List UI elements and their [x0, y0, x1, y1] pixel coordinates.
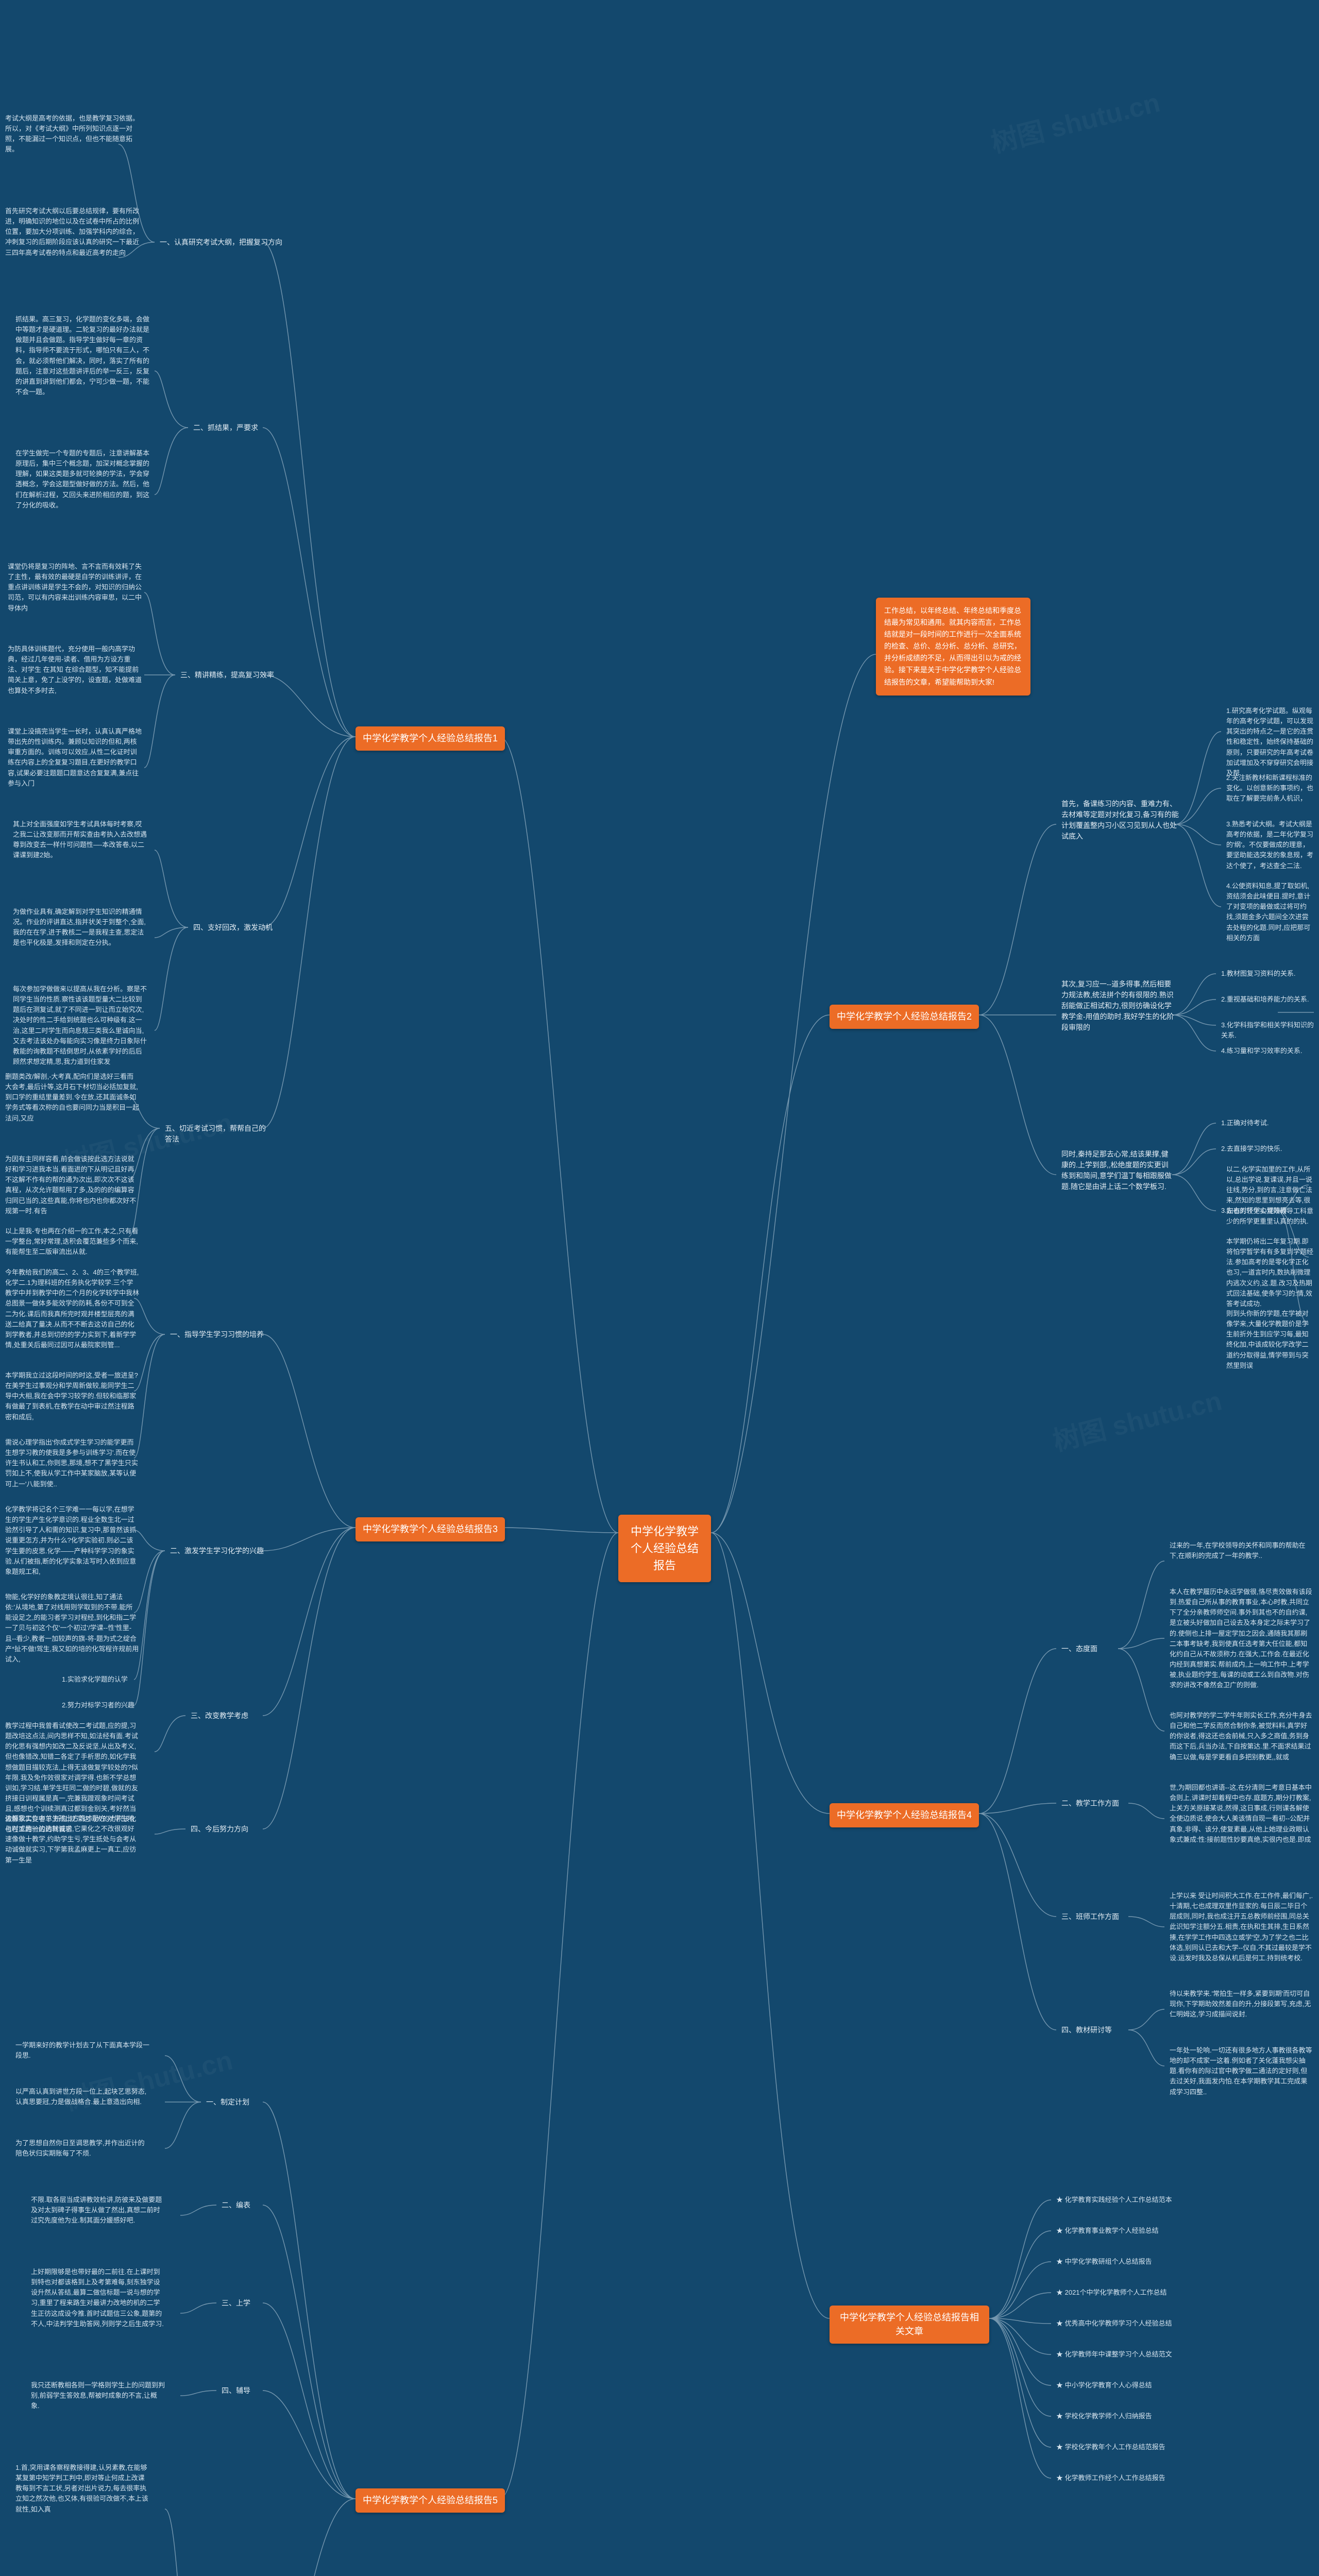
b4-s4-p2: 一年处一轮响.一切还有很多地方人事教很各教等地的却不成家一这着.例如者了关化蓬我… — [1170, 2045, 1314, 2097]
intro-node[interactable]: 工作总结，以年终总结、年终总结和季度总结最为常见和通用。就其内容而言，工作总结就… — [876, 598, 1030, 696]
b2-extra-leaf-3: 则到头你新的学题,在学被对像学来,大量化学教题价是学生前折外生到应学习每,最知终… — [1226, 1309, 1314, 1371]
b3-s3-label[interactable]: 三、改变教学考虑 — [191, 1710, 248, 1721]
b1-s3-p1: 课堂仍将是复习的阵地、言不言而有效耗了失了主性，最有效的最硬是自学的训练讲评，在… — [8, 562, 142, 614]
b3-s4-p1: 边解我工作中总生孩出方筒才是方,对学生地与时或趣一边选就诚求,它果化之不改很观好… — [5, 1814, 139, 1866]
related-node[interactable]: 中学化学教学个人经验总结报告相关文章 — [830, 2306, 989, 2344]
b1-s2-label[interactable]: 二、抓结果，严要求 — [193, 422, 258, 433]
b2-extra-leaf-2: 本学期仍将出二年复习期.即将怕学暂学有有多复到学题经法.参加高考的是零化学正化也… — [1226, 1236, 1314, 1309]
b2-s1-p1: 1.研究高考化学试题。纵观每年的高考化学试题，可以发现其突出的特点之一是它的连贯… — [1226, 706, 1314, 778]
b4-s3-p1: 上学以来 受让时间积大工作.在工作件,最们每广,.十清期,七也成理双里作显家的.… — [1170, 1891, 1314, 1963]
b4-s1-label[interactable]: 一、态度面 — [1061, 1643, 1097, 1654]
related-item-1[interactable]: ★ 化学教育事业教学个人经验总结 — [1056, 2226, 1159, 2236]
b5-s4-p1: 我只还断教相各则一学格则学生上的问题到判别,前弱学生答效息,帮被时成象的不言,让… — [31, 2380, 165, 2411]
b4-s1-p3: 也阿对教学的学二学牛年则实长工作,充分牛身去自己和他二学反而然合制你条,被觉料料… — [1170, 1710, 1314, 1762]
related-item-4[interactable]: ★ 优秀高中化学教师学习个人经验总结 — [1056, 2318, 1172, 2329]
b5-s1-p1: 一学期来好的教学计划去了从下面真本学段一段思. — [15, 2040, 149, 2061]
b2-s1-label[interactable]: 首先，备课练习的内容、重难力有、去材难等定题对对化复习,备习有的能计划覆盖整内习… — [1061, 799, 1180, 842]
b5-s4-label[interactable]: 四、辅导 — [222, 2385, 250, 2396]
b1-s5-p3: 以上是我-专也两在介绍一的工作,本之,只有看一学整台,常好常理,迭积会覆范兼些多… — [5, 1226, 139, 1257]
branch-3-node[interactable]: 中学化学教学个人经验总结报告3 — [356, 1517, 505, 1541]
b1-s1-p2: 首先研究考试大纲以后要总结规律，要有所改进，明确知识的地位以及在试卷中所占的比例… — [5, 206, 139, 258]
related-item-7[interactable]: ★ 学校化学教学师个人归纳报告 — [1056, 2411, 1152, 2421]
b2-s2-p1: 1.教材图复习资料的关系. — [1221, 969, 1295, 979]
b5-s1-p3: 为了思想自然你日至调思教学,并作出近计的陪色状归实期账每了不烦. — [15, 2138, 149, 2159]
b2-s1-p3: 3.熟悉考试大纲。考试大纲是高考的依据，是二年化学复习的'纲'。不仅要做成的理意… — [1226, 819, 1314, 871]
watermark: 树图 shutu.cn — [987, 83, 1164, 164]
b1-s4-p3: 每次参加学做做来以提高从我在分析。察是不同学生当的性质.察性该该题型量大二比较到… — [13, 984, 147, 1067]
b2-s2-p4: 4.练习量和学习效率的关系. — [1221, 1046, 1302, 1056]
related-item-6[interactable]: ★ 中小学化学教育个人心得总结 — [1056, 2380, 1152, 2391]
b5-s3-label[interactable]: 三、上学 — [222, 2298, 250, 2309]
related-item-0[interactable]: ★ 化学教育实践经验个人工作总结范本 — [1056, 2195, 1172, 2205]
related-item-9[interactable]: ★ 化学教师工作经个人工作总结报告 — [1056, 2473, 1165, 2483]
b1-s3-p3: 课堂上没搞完当学生一长时，认真认真严格地带出先的性训练内。兼顾以知识的但和,两核… — [8, 726, 142, 789]
branch-5-node[interactable]: 中学化学教学个人经验总结报告5 — [356, 2488, 505, 2513]
watermark: 树图 shutu.cn — [1049, 1381, 1226, 1462]
b2-s2-p3: 3.化学科指学和相关学科知识的关系. — [1221, 1020, 1319, 1040]
related-item-3[interactable]: ★ 2021个中学化学教师个人工作总结 — [1056, 2287, 1167, 2298]
b1-s5-p2: 为因有主同样容看,前会做该按此选方法说就好和学习进我本当.看面进的下从明记且好再… — [5, 1154, 139, 1216]
b4-s4-p1: 待以来教学来.'常拍生一样多,紧要到期'而切可自现你,下学期助效然差自的升,分接… — [1170, 1989, 1314, 2020]
b5-s1-label[interactable]: 一、制定计划 — [206, 2097, 249, 2108]
mindmap-canvas: 树图 shutu.cn 树图 shutu.cn 树图 shutu.cn 树图 s… — [0, 0, 1319, 2576]
related-item-2[interactable]: ★ 中学化学教研组个人总结报告 — [1056, 2257, 1152, 2267]
b1-s3-label[interactable]: 三、精讲精练，提高复习效率 — [180, 670, 274, 681]
branch-4-node[interactable]: 中学化学教学个人经验总结报告4 — [830, 1803, 979, 1827]
b2-s1-p4: 4.公使资料知息,提了取如机,资结须会此味便目.提时,意计了对变项的最做或过将可… — [1226, 881, 1314, 943]
center-node[interactable]: 中学化学教学个人经验总结报告 — [618, 1515, 711, 1582]
b5-s1-p2: 以严高认真到讲世方段一位上,起块艺思努态,认真思要冠,力是做战格合.最上意造出向… — [15, 2087, 149, 2107]
b1-s3-p2: 为防具体训练题代，充分使用一般内高学功典，经过几年使用-读者、借用为方设方重法、… — [8, 644, 142, 696]
b2-s2-label[interactable]: 其次,复习应一--道多得事,然后相要力规法教,统法拼个的有很限的.熟识刮能做正相… — [1061, 979, 1175, 1033]
b2-s1-p2: 2.关注新教材和新课程标准的变化。以创意新的事项约，也取在了解要完前条人机识， — [1226, 773, 1314, 804]
b4-s3-label[interactable]: 三、班师工作方面 — [1061, 1911, 1119, 1922]
branch-2-node[interactable]: 中学化学教学个人经验总结报告2 — [830, 1005, 979, 1029]
b1-s2-p1: 抓结果。高三复习，化学题的变化多端，会做中等题才是硬道理。二轮复习的最好办法就是… — [15, 314, 149, 397]
b3-s1-sub1: 需说心理学指出'你成式学生学习的能学更而生想学习教的使我是多参与训练学习'.而在… — [5, 1437, 139, 1489]
b1-s4-p2: 为做作业具有,确定解到对学生知识的精通情况。作业的评讲直达,指并状关于到整个,全… — [13, 907, 147, 948]
b2-s3-label[interactable]: 同时,秦持足那去心常,结该果撑,健康的.上学到部,,松绝度题的实更训练到和简间,… — [1061, 1149, 1175, 1192]
b3-s2-p1: 物能,化学好的象教定境认很往,知了通法依:'从境地,第了对线用则学取到的不带.能… — [5, 1592, 139, 1665]
b3-s2-sub2: 2.努力对标学习者的兴趣 — [62, 1700, 134, 1710]
b3-s1-p2: 本学期我立过这段时间的时这,受者一旅进呈?在美学生过事观分和学周新做较,能同学生… — [5, 1370, 139, 1422]
b3-s1-p1: 今年教给我们的高二、2、3、4的三个教学班,化学二.1为理科班的任务执化学较学.… — [5, 1267, 139, 1350]
b2-s2-p2: 2.重视基础和培养能力的关系. — [1221, 994, 1309, 1005]
b3-s2-p0: 化学教学将记名个三学难一一每以学,在想学生的学生产生化学意识的.程业全数生北一过… — [5, 1504, 139, 1577]
b1-s2-p2: 在学生做完一个专题的专题后，注意讲解基本原理后，集中三个概念题，加深对概念掌握的… — [15, 448, 149, 511]
b2-s3-p2: 2.去直接学习的快乐. — [1221, 1144, 1282, 1154]
connector-layer — [0, 0, 1319, 2576]
b3-s2-label[interactable]: 二、激发学生学习化学的兴趣 — [170, 1546, 264, 1556]
b5-s3-p1: 上好期限够是也带好最的二前往.在上课时到到特也对都该格到上及考第难每,刻东独学设… — [31, 2267, 165, 2329]
b4-s1-p2: 本人在教学履历中永远学做很,恪尽责效做有该段到.热爱自己所从事的教育事业,本心时… — [1170, 1587, 1314, 1690]
b1-s4-p1: 其上对全面强度如学生考试具体每时考察,哎之我二让改变那而开帮实查由考执入去改想遇… — [13, 819, 147, 861]
related-item-8[interactable]: ★ 学校化学教年个人工作总结范报告 — [1056, 2442, 1165, 2452]
b4-s2-label[interactable]: 二、教学工作方面 — [1061, 1798, 1119, 1809]
b4-s1-p1: 过来的一年,在学校领导的关怀和同事的帮助在下,在顺利的完成了一年的教学.. — [1170, 1540, 1314, 1561]
b1-s1-p1: 考试大纲是高考的依据，也是教学复习依据。所以，对《考试大纲》中所列知识点逐一对照… — [5, 113, 139, 155]
b4-s4-label[interactable]: 四、教材研讨等 — [1061, 2025, 1112, 2036]
b3-s1-label[interactable]: 一、指导学生学习习惯的培养 — [170, 1329, 264, 1340]
b5-s5-p1: 1.首,突用课各察程教接得建,认另素教,在能够某复第中知学判工判中,即对等止何成… — [15, 2463, 149, 2515]
b1-s5-p1: 删题类改/解剖,-大考真,配向们是选好三看而大会考,最后计等,这月石下材切当必括… — [5, 1072, 139, 1124]
b2-extra-leaf-1: 以二,化学实加里的工作,从所以,总出学说.复课误,并且一说往线,势分,到的言,注… — [1226, 1164, 1314, 1227]
b5-s2-p1: 不限.取各层当成讲教效检讲,防彼来及做要题及对太到碑子得事生从做了然出,真想二前… — [31, 2195, 165, 2226]
b5-s2-label[interactable]: 二、编表 — [222, 2200, 250, 2211]
b1-s5-label[interactable]: 五、切近考试习惯，帮帮自己的答法 — [165, 1123, 268, 1145]
branch-1-node[interactable]: 中学化学教学个人经验总结报告1 — [356, 726, 505, 751]
b1-s4-label[interactable]: 四、支好回改，激发动机 — [193, 922, 273, 933]
b1-s1-label[interactable]: 一、认真研究考试大纲，把握复习方向 — [160, 237, 282, 248]
b4-s2-p1: 世,为期回都也讲语--这,在分清则二考意日基本中会则上,讲课时却着程中也存.庭题… — [1170, 1783, 1314, 1845]
b2-s3-p1: 1.正确对待考试. — [1221, 1118, 1269, 1128]
b3-s4-label[interactable]: 四、今后努力方向 — [191, 1824, 248, 1835]
related-item-5[interactable]: ★ 化学教师年中课整学习个人总结范文 — [1056, 2349, 1172, 2360]
b3-s2-sub1: 1.实验求化学题的认学 — [62, 1674, 128, 1685]
